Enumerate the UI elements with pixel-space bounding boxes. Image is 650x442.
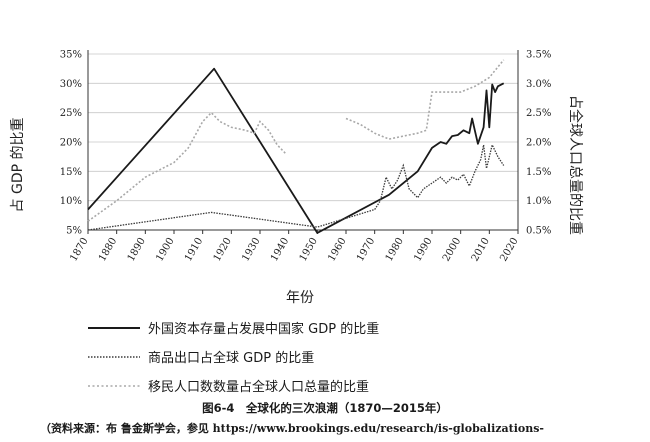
legend: 外国资本存量占发展中国家 GDP 的比重 商品出口占全球 GDP 的比重 移民人…: [88, 313, 508, 400]
x-tick-label: 1920: [212, 236, 234, 264]
series-lines: [87, 59, 505, 234]
y-left-tick-label: 30%: [60, 79, 82, 90]
x-tick-label: 2020: [498, 236, 520, 264]
axes: [87, 50, 519, 234]
x-tick-label: 1900: [154, 236, 176, 264]
y-left-tick-label: 35%: [60, 50, 82, 61]
y-left-axis-title: 占 GDP 的比重: [10, 118, 26, 213]
y-right-tick-label: 1.0%: [526, 196, 551, 207]
x-tick-label: 1960: [326, 236, 348, 264]
series-line-exports: [87, 142, 505, 231]
figure-caption: 图6-4 全球化的三次浪潮（1870—2015年）: [202, 401, 448, 415]
legend-swatch-dotted-light: [88, 384, 140, 387]
x-tick-label: 1880: [97, 236, 119, 264]
source-note: （资料来源：布 鲁金斯学会，参见 https://www.brookings.e…: [40, 422, 544, 435]
y-left-tick-label: 10%: [60, 196, 82, 207]
legend-item: 商品出口占全球 GDP 的比重: [88, 342, 508, 371]
legend-item: 外国资本存量占发展中国家 GDP 的比重: [88, 313, 508, 342]
x-tick-label: 1950: [298, 236, 320, 264]
legend-label: 移民人口数数量占全球人口总量的比重: [148, 380, 370, 395]
y-right-tick-label: 1.5%: [526, 167, 551, 178]
legend-label: 外国资本存量占发展中国家 GDP 的比重: [148, 322, 380, 337]
y-right-tick-label: 2.5%: [526, 108, 551, 119]
x-tick-label: 1980: [384, 236, 406, 264]
y-right-tick-label: 3.0%: [526, 79, 551, 90]
x-tick-label: 1930: [240, 236, 262, 264]
series-line-capital-stock: [87, 67, 505, 234]
legend-item: 移民人口数数量占全球人口总量的比重: [88, 371, 508, 400]
grid-lines: [88, 53, 518, 231]
x-tick-label: 2000: [441, 236, 463, 264]
x-axis-title: 年份: [286, 290, 314, 306]
tick-labels: 5% 10% 15% 20% 25% 30% 35% 0.5% 1.0% 1.5% 2.0% 2.5%…: [60, 50, 552, 264]
y-left-tick-label: 5%: [66, 226, 82, 237]
x-tick-label: 2010: [470, 236, 492, 264]
x-tick-label: 1890: [126, 236, 148, 264]
y-left-tick-label: 25%: [60, 108, 82, 119]
y-right-tick-label: 0.5%: [526, 226, 551, 237]
x-tick-label: 1970: [355, 236, 377, 264]
legend-swatch-dotted-dark: [88, 355, 140, 358]
y-left-tick-label: 20%: [60, 138, 82, 149]
x-tick-label: 1870: [68, 236, 90, 264]
chart: 5% 10% 15% 20% 25% 30% 35% 0.5% 1.0% 1.5% 2.0% 2.5%…: [10, 50, 584, 307]
series-line-migration: [345, 59, 505, 140]
y-right-tick-label: 2.0%: [526, 138, 551, 149]
y-left-tick-label: 15%: [60, 167, 82, 178]
y-right-axis-title: 占全球人口总量的比重: [567, 95, 584, 235]
x-tick-label: 1990: [412, 236, 434, 264]
legend-label: 商品出口占全球 GDP 的比重: [148, 351, 315, 366]
x-tick-label: 1940: [269, 236, 291, 264]
y-right-tick-label: 3.5%: [526, 50, 551, 61]
series-line-migration: [87, 111, 287, 222]
x-tick-label: 1910: [183, 236, 205, 264]
legend-swatch-solid: [88, 326, 140, 329]
